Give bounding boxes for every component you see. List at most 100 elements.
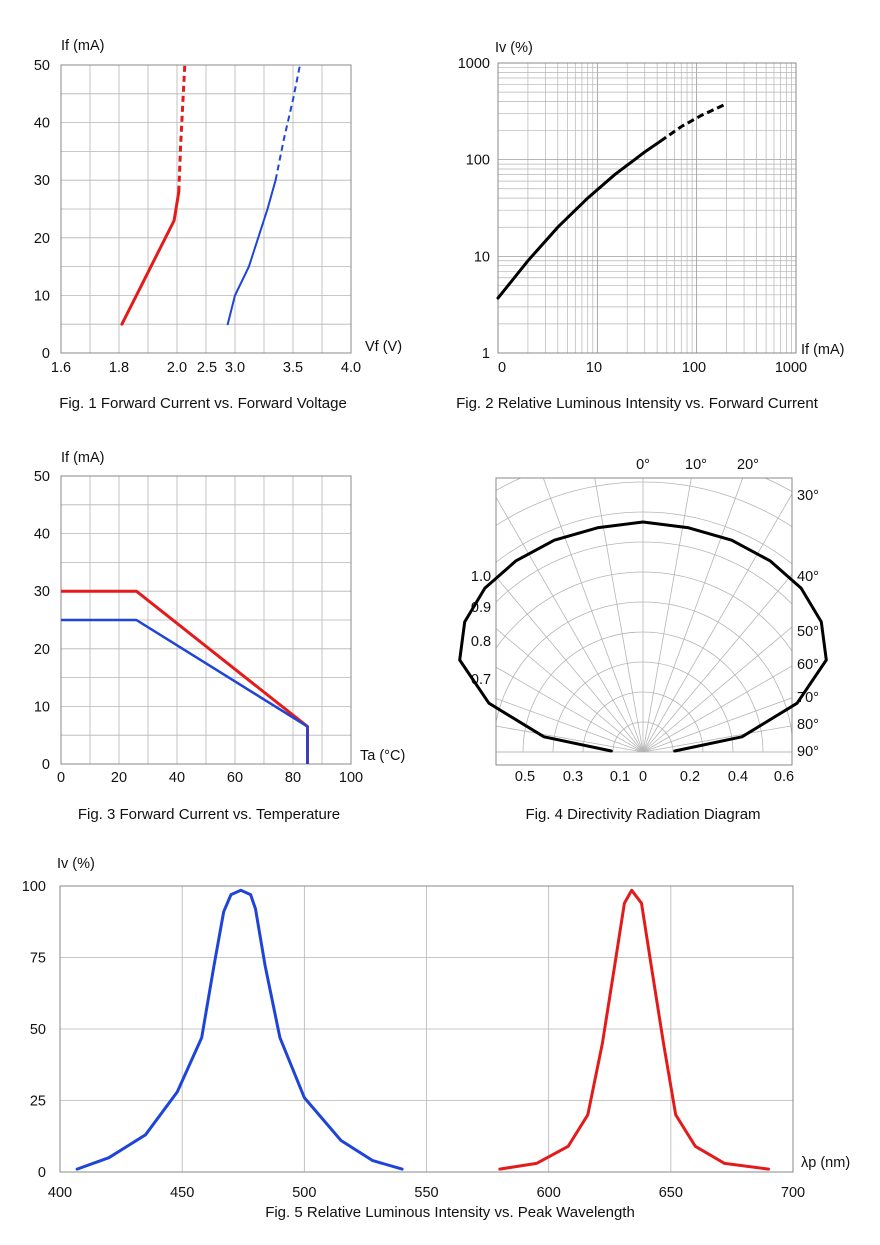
fig2-tick-labels: 0 10 100 1000 1 10 100 1000 (458, 56, 807, 376)
fig2-xtick: 100 (682, 360, 706, 376)
fig2-series (496, 103, 726, 300)
fig5-red-spectrum (498, 888, 771, 1171)
fig5-ytick: 100 (22, 879, 46, 895)
fig4-spoke (542, 478, 644, 753)
fig1-blue-curve-extrapolated (274, 64, 301, 181)
fig4-spoke (642, 665, 792, 753)
fig1-xtick: 1.6 (51, 360, 71, 376)
fig3-ytick: 40 (34, 527, 50, 543)
fig4-bottom-label: 0.6 (774, 769, 794, 785)
fig5-ytick: 0 (38, 1165, 46, 1181)
fig1-xtick: 2.5 (197, 360, 217, 376)
fig5-xtick: 550 (414, 1185, 438, 1201)
fig2-chart: 0 10 100 1000 1 10 100 1000 Iv (%) If (mA) Fig.… (456, 40, 844, 412)
fig2-intensity-curve (496, 139, 662, 300)
fig1-red-curve (120, 190, 181, 326)
fig3-ytick: 50 (34, 469, 50, 485)
fig4-angle-label: 90° (797, 744, 819, 760)
fig3-ytick: 20 (34, 642, 50, 658)
fig4-spoke (496, 725, 644, 753)
fig5-caption: Fig. 5 Relative Luminous Intensity vs. P… (265, 1204, 635, 1221)
fig3-xtick: 100 (339, 770, 363, 786)
fig1-xlabel: Vf (V) (365, 339, 402, 355)
fig4-spoke (642, 478, 692, 753)
fig4-spoke (642, 697, 792, 753)
fig4-bottom-label: 0.5 (515, 769, 535, 785)
fig4-frame (495, 477, 793, 766)
fig4-spoke (496, 576, 644, 753)
fig4-chart: 0° 10° 20°30°40°50°60°70°80°90°1.00.90.80.… (458, 457, 828, 823)
fig5-xtick: 400 (48, 1185, 72, 1201)
fig1-red-curve-extrapolated (177, 64, 187, 192)
fig5-tick-labels: 400 450 500 550 600 650 700 0 25 50 75 100 (22, 879, 805, 1201)
fig4-ring (496, 481, 792, 528)
fig1-ytick: 40 (34, 116, 50, 132)
fig2-grid (497, 62, 797, 354)
fig5-series (75, 888, 771, 1171)
fig1-frame (60, 64, 352, 354)
fig1-ytick: 10 (34, 288, 50, 304)
fig1-ytick: 0 (42, 346, 50, 362)
fig5-xlabel: λp (nm) (801, 1155, 850, 1171)
fig4-radiation-pattern (458, 520, 828, 753)
fig1-ytick: 50 (34, 58, 50, 74)
fig4-bottom-label: 0.1 (610, 769, 630, 785)
fig3-xtick: 20 (111, 770, 127, 786)
fig4-angle-label: 0° (636, 457, 650, 473)
fig2-ytick: 10 (474, 249, 490, 265)
fig5-xtick: 500 (292, 1185, 316, 1201)
fig2-xtick: 1000 (775, 360, 807, 376)
fig1-tick-labels: 1.6 1.8 2.0 3.0 3.5 4.0 2.5 0 10 20 30 40 50 (34, 58, 361, 376)
fig1-grid (61, 65, 351, 353)
fig1-ylabel: If (mA) (61, 38, 105, 54)
fig4-labels: 0° 10° 20°30°40°50°60°70°80°90°1.00.90.80.… (471, 457, 819, 785)
fig4-angle-label: 40° (797, 569, 819, 585)
fig4-angle-label: 50° (797, 624, 819, 640)
fig5-blue-spectrum (75, 888, 404, 1171)
fig4-radial-label: 1.0 (471, 569, 491, 585)
fig3-blue-derating-line (61, 618, 309, 764)
fig4-spoke (642, 725, 792, 753)
fig1-caption: Fig. 1 Forward Current vs. Forward Volta… (59, 395, 347, 412)
fig5-xtick: 600 (537, 1185, 561, 1201)
fig4-radial-label: 0.8 (471, 634, 491, 650)
fig4-spoke (594, 478, 644, 753)
fig5-chart: 400 450 500 550 600 650 700 0 25 50 75 100 Iv (%) λ… (22, 856, 850, 1221)
fig4-angle-label: 60° (797, 657, 819, 673)
fig4-angle-label: 20° (737, 457, 759, 473)
fig4-bottom-label: 0.2 (680, 769, 700, 785)
fig4-bottom-label: 0 (639, 769, 647, 785)
fig2-ytick: 1000 (458, 56, 490, 72)
fig2-xlabel: If (mA) (801, 342, 845, 358)
fig4-spoke (642, 493, 792, 753)
fig4-bottom-label: 0.3 (563, 769, 583, 785)
fig3-tick-labels: 0 20 40 60 80 100 0 10 20 30 40 50 (34, 469, 363, 786)
fig3-ytick: 0 (42, 757, 50, 773)
fig4-spoke (642, 478, 744, 753)
fig4-spoke (496, 666, 644, 753)
fig1-xtick: 2.0 (167, 360, 187, 376)
fig3-ylabel: If (mA) (61, 450, 105, 466)
fig4-series (458, 520, 828, 753)
fig2-ylabel: Iv (%) (495, 40, 533, 56)
fig5-xtick: 700 (781, 1185, 805, 1201)
fig1-series (120, 64, 301, 326)
fig3-ytick: 30 (34, 584, 50, 600)
fig1-ytick: 20 (34, 231, 50, 247)
fig3-series (61, 589, 309, 764)
fig2-frame (497, 62, 797, 354)
fig4-caption: Fig. 4 Directivity Radiation Diagram (525, 806, 760, 823)
fig5-grid (60, 886, 793, 1172)
fig4-angle-label: 10° (685, 457, 707, 473)
fig4-spoke (642, 573, 792, 753)
fig3-caption: Fig. 3 Forward Current vs. Temperature (78, 806, 340, 823)
fig5-frame (59, 885, 794, 1173)
fig1-xtick: 3.0 (225, 360, 245, 376)
fig2-caption: Fig. 2 Relative Luminous Intensity vs. F… (456, 395, 819, 412)
fig1-ytick: 30 (34, 173, 50, 189)
fig4-angle-label: 80° (797, 717, 819, 733)
fig4-spoke (496, 496, 644, 753)
fig2-ytick: 1 (482, 346, 490, 362)
